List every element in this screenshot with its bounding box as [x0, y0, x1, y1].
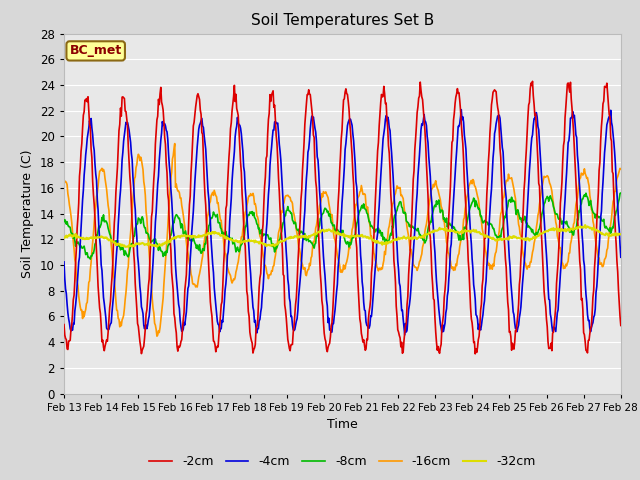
-16cm	[215, 207, 223, 213]
-2cm	[410, 168, 418, 174]
-8cm	[86, 256, 94, 262]
Text: BC_met: BC_met	[70, 44, 122, 58]
-2cm	[426, 234, 434, 240]
-8cm	[128, 241, 136, 247]
-8cm	[70, 232, 78, 238]
Legend: -2cm, -4cm, -8cm, -16cm, -32cm: -2cm, -4cm, -8cm, -16cm, -32cm	[145, 450, 540, 473]
-8cm	[60, 219, 68, 225]
-8cm	[411, 226, 419, 231]
-2cm	[184, 241, 192, 247]
-16cm	[171, 141, 179, 146]
-32cm	[411, 235, 419, 241]
-4cm	[401, 332, 408, 338]
-4cm	[617, 254, 625, 260]
-8cm	[617, 190, 625, 196]
-8cm	[185, 233, 193, 239]
-16cm	[70, 246, 78, 252]
X-axis label: Time: Time	[327, 418, 358, 431]
-16cm	[127, 220, 135, 226]
-32cm	[122, 244, 129, 250]
-32cm	[214, 231, 222, 237]
Line: -8cm: -8cm	[64, 193, 621, 259]
-16cm	[60, 181, 68, 187]
-32cm	[428, 229, 435, 235]
-4cm	[458, 107, 465, 112]
-8cm	[214, 220, 222, 226]
-16cm	[617, 166, 625, 172]
-2cm	[617, 323, 625, 328]
Y-axis label: Soil Temperature (C): Soil Temperature (C)	[21, 149, 35, 278]
-4cm	[70, 321, 78, 327]
-4cm	[411, 227, 419, 232]
-2cm	[60, 322, 68, 327]
-8cm	[428, 219, 435, 225]
Title: Soil Temperatures Set B: Soil Temperatures Set B	[251, 13, 434, 28]
-4cm	[214, 318, 221, 324]
-32cm	[185, 233, 193, 239]
-32cm	[60, 235, 68, 241]
-2cm	[127, 202, 135, 207]
-16cm	[412, 264, 419, 270]
Line: -4cm: -4cm	[64, 109, 621, 335]
Line: -16cm: -16cm	[64, 144, 621, 336]
-16cm	[186, 261, 193, 266]
-32cm	[128, 244, 136, 250]
Line: -2cm: -2cm	[64, 81, 621, 354]
-2cm	[70, 292, 78, 298]
-32cm	[581, 222, 589, 228]
-16cm	[153, 333, 161, 339]
-4cm	[428, 192, 435, 197]
-32cm	[70, 233, 78, 239]
Line: -32cm: -32cm	[64, 225, 621, 247]
-4cm	[127, 151, 135, 156]
-4cm	[184, 286, 192, 291]
-2cm	[214, 343, 221, 349]
-16cm	[428, 186, 436, 192]
-2cm	[472, 351, 479, 357]
-2cm	[529, 78, 536, 84]
-32cm	[617, 231, 625, 237]
-4cm	[60, 259, 68, 265]
